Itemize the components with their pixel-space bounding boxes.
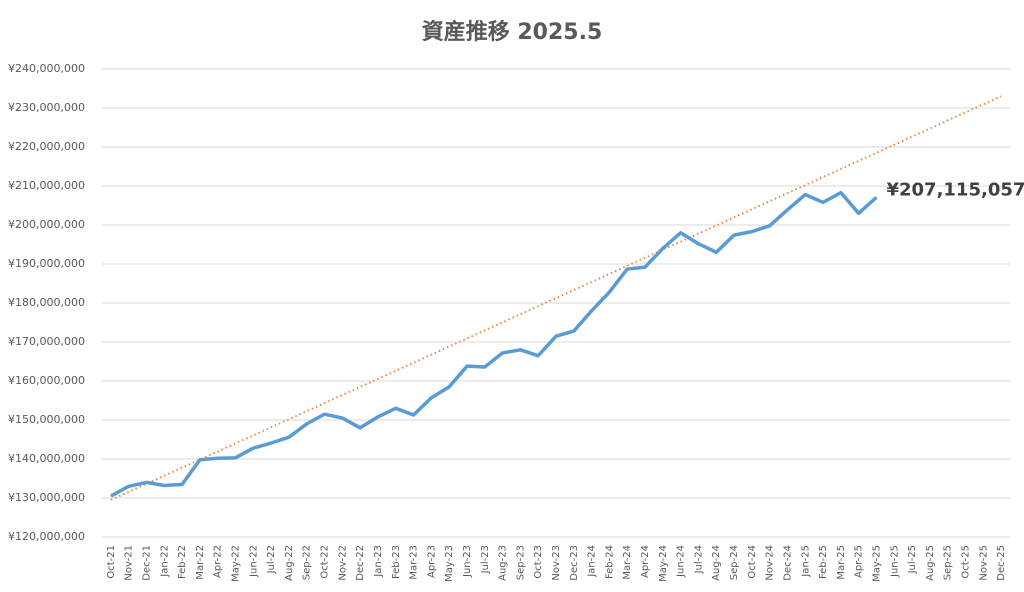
x-tick-label: Feb-24 (604, 545, 615, 579)
x-tick-label: Jun-22 (248, 545, 259, 578)
x-tick-label: Sep-22 (302, 545, 313, 580)
x-tick-label: Jul-23 (480, 545, 491, 574)
value-label: ¥207,115,057 (886, 179, 1024, 200)
x-tick-label: Dec-23 (569, 545, 580, 581)
x-tick-label: Oct-25 (960, 545, 971, 579)
x-tick-label: Jun-23 (462, 545, 473, 578)
x-tick-label: May-24 (658, 545, 669, 582)
x-tick-label: Jan-24 (587, 545, 598, 578)
x-tick-label: Jan-23 (373, 545, 384, 578)
x-tick-label: Aug-25 (925, 545, 936, 581)
x-tick-label: May-25 (871, 545, 882, 582)
x-tick-label: Jul-25 (907, 545, 918, 574)
x-tick-label: Aug-22 (284, 545, 295, 581)
x-tick-label: Apr-24 (640, 545, 651, 578)
x-tick-label: Oct-21 (106, 545, 117, 579)
y-tick-label: ¥180,000,000 (8, 296, 85, 309)
x-tick-label: Oct-22 (320, 545, 331, 579)
x-tick-label: Feb-22 (177, 545, 188, 579)
y-tick-label: ¥130,000,000 (8, 491, 85, 504)
x-tick-label: Mar-23 (409, 545, 420, 580)
x-tick-label: Aug-24 (711, 545, 722, 581)
x-tick-label: Apr-23 (426, 545, 437, 578)
x-tick-label: Jul-24 (693, 545, 704, 574)
x-tick-label: Jul-22 (266, 545, 277, 574)
x-tick-label: Nov-24 (765, 545, 776, 581)
data-line (110, 190, 878, 498)
y-tick-label: ¥210,000,000 (8, 179, 85, 192)
x-tick-label: Dec-21 (142, 545, 153, 581)
x-tick-label: Nov-21 (124, 545, 135, 581)
x-tick-label: Sep-24 (729, 545, 740, 580)
y-tick-label: ¥120,000,000 (8, 530, 85, 543)
x-tick-label: Oct-23 (533, 545, 544, 579)
x-tick-label: Nov-22 (337, 545, 348, 581)
x-tick-label: Nov-25 (978, 545, 989, 581)
x-tick-label: Nov-23 (551, 545, 562, 581)
y-tick-label: ¥160,000,000 (8, 374, 85, 387)
x-tick-label: Mar-24 (622, 545, 633, 580)
x-tick-label: Apr-22 (213, 545, 224, 578)
x-tick-label: Mar-22 (195, 545, 206, 580)
x-tick-label: Jun-25 (889, 545, 900, 578)
x-tick-label: Apr-25 (854, 545, 865, 578)
trendline (110, 95, 1002, 501)
x-tick-label: Sep-25 (943, 545, 954, 580)
y-tick-label: ¥140,000,000 (8, 452, 85, 465)
x-tick-label: Jan-22 (159, 545, 170, 578)
chart-title: 資産推移 2025.5 (422, 19, 603, 45)
x-tick-label: May-22 (231, 545, 242, 582)
y-tick-label: ¥170,000,000 (8, 335, 85, 348)
x-tick-label: Dec-22 (355, 545, 366, 581)
x-tick-label: May-23 (444, 545, 455, 582)
x-tick-label: Oct-24 (747, 545, 758, 579)
y-tick-label: ¥200,000,000 (8, 218, 85, 231)
x-tick-label: Feb-25 (818, 545, 829, 579)
x-tick-label: Jan-25 (800, 545, 811, 578)
x-tick-label: Mar-25 (836, 545, 847, 580)
y-tick-label: ¥190,000,000 (8, 257, 85, 270)
y-tick-label: ¥230,000,000 (8, 101, 85, 114)
y-tick-label: ¥150,000,000 (8, 413, 85, 426)
x-tick-label: Sep-23 (515, 545, 526, 580)
x-tick-label: Jun-24 (676, 545, 687, 578)
x-tick-label: Dec-25 (996, 545, 1007, 581)
x-tick-label: Dec-24 (782, 545, 793, 581)
y-tick-label: ¥240,000,000 (8, 62, 85, 75)
y-tick-label: ¥220,000,000 (8, 140, 85, 153)
x-tick-label: Feb-23 (391, 545, 402, 579)
x-tick-label: Aug-23 (498, 545, 509, 581)
